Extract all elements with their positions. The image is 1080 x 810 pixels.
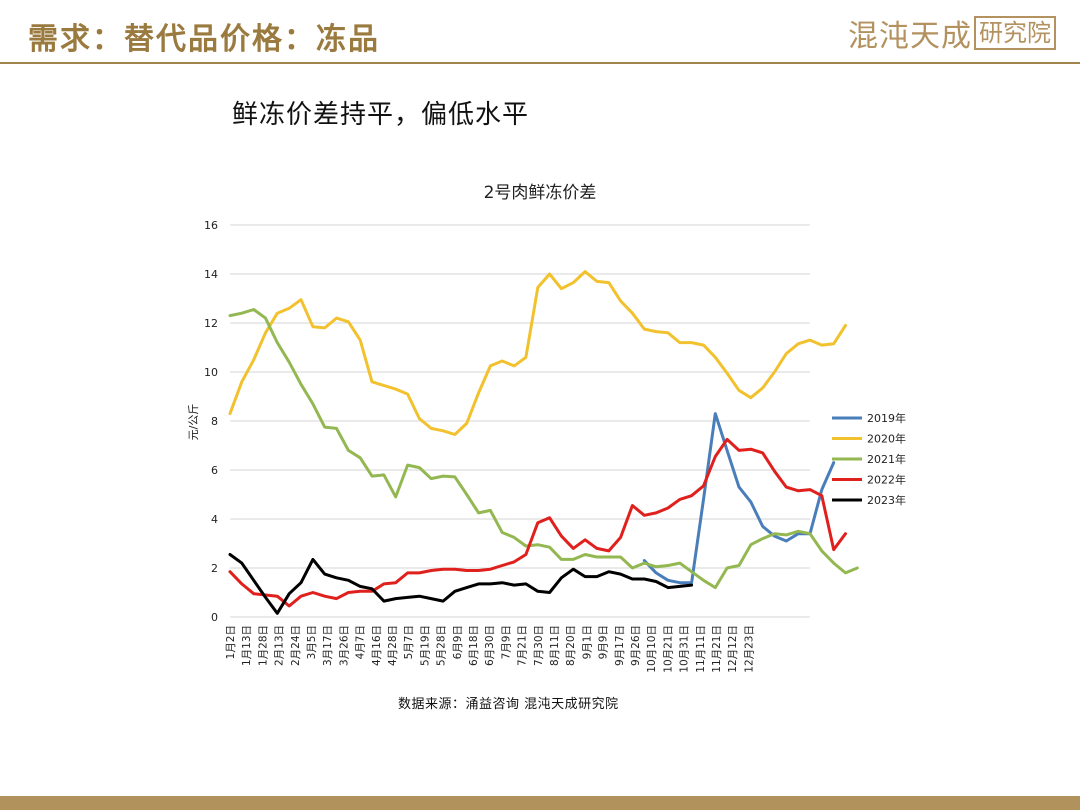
x-tick-label: 3月5日 [306, 625, 318, 659]
x-axis-ticks: 1月2日 1月13日 1月28日 2月13日 2月24日 3月5日 3月17日 3月26日 4月… [225, 625, 755, 673]
x-tick-label: 9月9日 [598, 625, 610, 659]
chart-grid [230, 224, 810, 618]
y-tick-label: 4 [211, 513, 218, 526]
y-tick-label: 0 [211, 611, 218, 624]
brand-box: 研究院 [974, 16, 1056, 50]
series-line-2022 [228, 437, 847, 608]
brand-name: 混沌天成 [848, 19, 972, 54]
x-tick-label: 6月9日 [452, 625, 464, 659]
series-line-2023 [228, 553, 694, 615]
x-tick-label: 5月7日 [403, 625, 415, 659]
x-tick-label: 11月11日 [695, 625, 707, 673]
legend-label: 2019年 [867, 411, 906, 425]
x-tick-label: 8月20日 [565, 625, 577, 666]
y-tick-label: 2 [211, 562, 218, 575]
x-tick-label: 3月26日 [338, 625, 350, 666]
legend-label: 2021年 [867, 452, 906, 466]
chart-legend: 2019年 2020年 2021年 2022年 2023年 [832, 411, 906, 507]
y-tick-label: 14 [204, 268, 218, 281]
x-tick-label: 7月30日 [533, 625, 545, 666]
footer-bar [0, 796, 1080, 810]
y-axis-label: 元/公斤 [187, 404, 200, 441]
y-tick-label: 6 [211, 464, 218, 477]
chart-series [228, 270, 859, 615]
x-tick-label: 6月30日 [484, 625, 496, 666]
x-tick-label: 12月23日 [743, 625, 755, 673]
x-tick-label: 6月18日 [468, 625, 480, 666]
page-title: 需求：替代品价格：冻品 [28, 22, 380, 57]
chart-title: 2号肉鲜冻价差 [484, 183, 597, 203]
x-tick-label: 3月17日 [322, 625, 334, 666]
x-tick-label: 4月28日 [387, 625, 399, 666]
legend-label: 2022年 [867, 473, 906, 487]
series-line-2021 [228, 308, 859, 590]
x-tick-label: 10月10日 [646, 625, 658, 673]
x-tick-label: 12月12日 [727, 625, 739, 673]
x-tick-label: 4月16日 [371, 625, 383, 666]
x-tick-label: 1月28日 [257, 625, 269, 666]
x-tick-label: 9月1日 [581, 625, 593, 659]
x-tick-label: 1月13日 [241, 625, 253, 666]
x-tick-label: 9月26日 [630, 625, 642, 666]
x-tick-label: 10月21日 [662, 625, 674, 673]
x-tick-label: 2月13日 [274, 625, 286, 666]
y-tick-label: 12 [204, 317, 218, 330]
data-source-note: 数据来源：涌益咨询 混沌天成研究院 [398, 697, 619, 712]
x-tick-label: 9月17日 [614, 625, 626, 666]
x-tick-label: 1月2日 [225, 625, 237, 659]
y-axis-ticks: 0 2 4 6 8 10 12 14 16 [204, 219, 218, 624]
legend-label: 2023年 [867, 493, 906, 507]
header-divider [0, 62, 1080, 64]
x-tick-label: 8月11日 [549, 625, 561, 666]
x-tick-label: 4月7日 [355, 625, 367, 659]
legend-label: 2020年 [867, 432, 906, 446]
brand-logo: 混沌天成 研究院 [848, 14, 1056, 54]
header: 需求：替代品价格：冻品 混沌天成 研究院 [0, 0, 1080, 64]
x-tick-label: 7月21日 [517, 625, 529, 666]
x-tick-label: 2月24日 [290, 625, 302, 666]
series-line-2020 [228, 270, 847, 436]
y-tick-label: 10 [204, 366, 218, 379]
slide-subtitle: 鲜冻价差持平，偏低水平 [232, 100, 530, 130]
x-tick-label: 11月21日 [711, 625, 723, 673]
y-tick-label: 8 [211, 415, 218, 428]
x-tick-label: 7月9日 [500, 625, 512, 659]
y-tick-label: 16 [204, 219, 218, 232]
x-tick-label: 10月31日 [679, 625, 691, 673]
series-line-2019 [642, 412, 836, 585]
x-tick-label: 5月19日 [419, 625, 431, 666]
x-tick-label: 5月28日 [436, 625, 448, 666]
